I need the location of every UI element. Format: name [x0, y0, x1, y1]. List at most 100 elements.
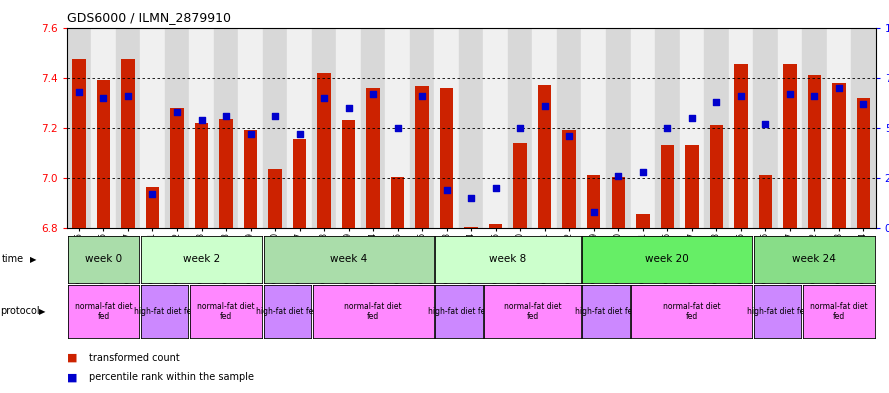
Text: week 2: week 2 — [183, 254, 220, 264]
Text: normal-fat diet
fed: normal-fat diet fed — [344, 302, 402, 321]
Bar — [67, 28, 92, 228]
Bar — [827, 28, 851, 228]
Text: high-fat diet fed: high-fat diet fed — [133, 307, 196, 316]
Text: week 4: week 4 — [330, 254, 367, 264]
Bar — [753, 28, 778, 228]
Point — [636, 169, 650, 175]
Bar — [857, 97, 870, 228]
Point — [489, 185, 503, 191]
Bar — [587, 175, 600, 228]
Bar — [581, 28, 606, 228]
Text: week 24: week 24 — [792, 254, 837, 264]
Point — [195, 117, 209, 123]
Bar — [385, 28, 410, 228]
Bar — [636, 214, 650, 228]
Point — [121, 92, 135, 99]
Text: ▶: ▶ — [30, 255, 36, 264]
Bar — [464, 227, 478, 228]
Point — [244, 130, 258, 137]
Point — [709, 99, 724, 105]
Text: high-fat diet fed: high-fat diet fed — [428, 307, 490, 316]
Text: protocol: protocol — [0, 307, 40, 316]
Point — [390, 125, 404, 131]
Point — [268, 112, 282, 119]
Bar — [508, 28, 533, 228]
Bar — [563, 130, 576, 228]
Bar — [220, 119, 233, 228]
Point — [513, 125, 527, 131]
Bar — [685, 145, 699, 228]
Bar — [661, 145, 674, 228]
Bar — [97, 80, 110, 228]
Bar — [484, 28, 508, 228]
Bar — [679, 28, 704, 228]
Bar — [195, 123, 208, 228]
Bar — [140, 28, 164, 228]
Point — [96, 94, 110, 101]
Point — [439, 187, 453, 193]
Bar — [778, 28, 802, 228]
Bar — [116, 28, 140, 228]
Bar — [435, 28, 459, 228]
Point — [219, 112, 233, 119]
Point — [611, 173, 625, 179]
Bar — [533, 28, 557, 228]
Bar — [121, 59, 135, 228]
Bar — [655, 28, 679, 228]
Point — [856, 101, 870, 107]
Point — [733, 92, 748, 99]
Text: high-fat diet fed: high-fat diet fed — [256, 307, 318, 316]
Bar — [758, 175, 772, 228]
Point — [562, 132, 576, 139]
Text: ■: ■ — [67, 372, 77, 382]
Bar — [171, 108, 184, 228]
Bar — [514, 143, 527, 228]
Bar — [440, 88, 453, 228]
Bar — [287, 28, 312, 228]
Bar — [704, 28, 729, 228]
Bar — [342, 120, 356, 228]
Bar — [783, 64, 797, 228]
Bar — [807, 75, 821, 228]
Text: normal-fat diet
fed: normal-fat diet fed — [504, 302, 561, 321]
Point — [146, 191, 160, 197]
Bar — [92, 28, 116, 228]
Bar — [189, 28, 213, 228]
Bar — [361, 28, 385, 228]
Point — [807, 92, 821, 99]
Text: week 8: week 8 — [489, 254, 526, 264]
Bar — [146, 187, 159, 228]
Text: percentile rank within the sample: percentile rank within the sample — [89, 372, 254, 382]
Bar — [238, 28, 263, 228]
Bar — [366, 88, 380, 228]
Bar — [557, 28, 581, 228]
Bar — [391, 176, 404, 228]
Bar — [538, 85, 551, 228]
Bar — [72, 59, 85, 228]
Bar — [459, 28, 484, 228]
Point — [366, 90, 380, 97]
Point — [587, 209, 601, 215]
Bar — [263, 28, 287, 228]
Bar — [312, 28, 336, 228]
Bar — [164, 28, 189, 228]
Text: week 20: week 20 — [645, 254, 689, 264]
Bar — [268, 169, 282, 228]
Text: normal-fat diet
fed: normal-fat diet fed — [810, 302, 868, 321]
Text: normal-fat diet
fed: normal-fat diet fed — [663, 302, 721, 321]
Bar — [410, 28, 435, 228]
Text: week 0: week 0 — [84, 254, 122, 264]
Text: high-fat diet fed: high-fat diet fed — [575, 307, 637, 316]
Bar — [729, 28, 753, 228]
Point — [317, 94, 332, 101]
Bar — [709, 125, 723, 228]
Bar — [317, 73, 331, 228]
Text: ▶: ▶ — [39, 307, 45, 316]
Point — [782, 90, 797, 97]
Bar — [292, 139, 307, 228]
Text: transformed count: transformed count — [89, 353, 180, 363]
Bar — [802, 28, 827, 228]
Point — [538, 103, 552, 109]
Point — [341, 105, 356, 111]
Bar — [244, 130, 257, 228]
